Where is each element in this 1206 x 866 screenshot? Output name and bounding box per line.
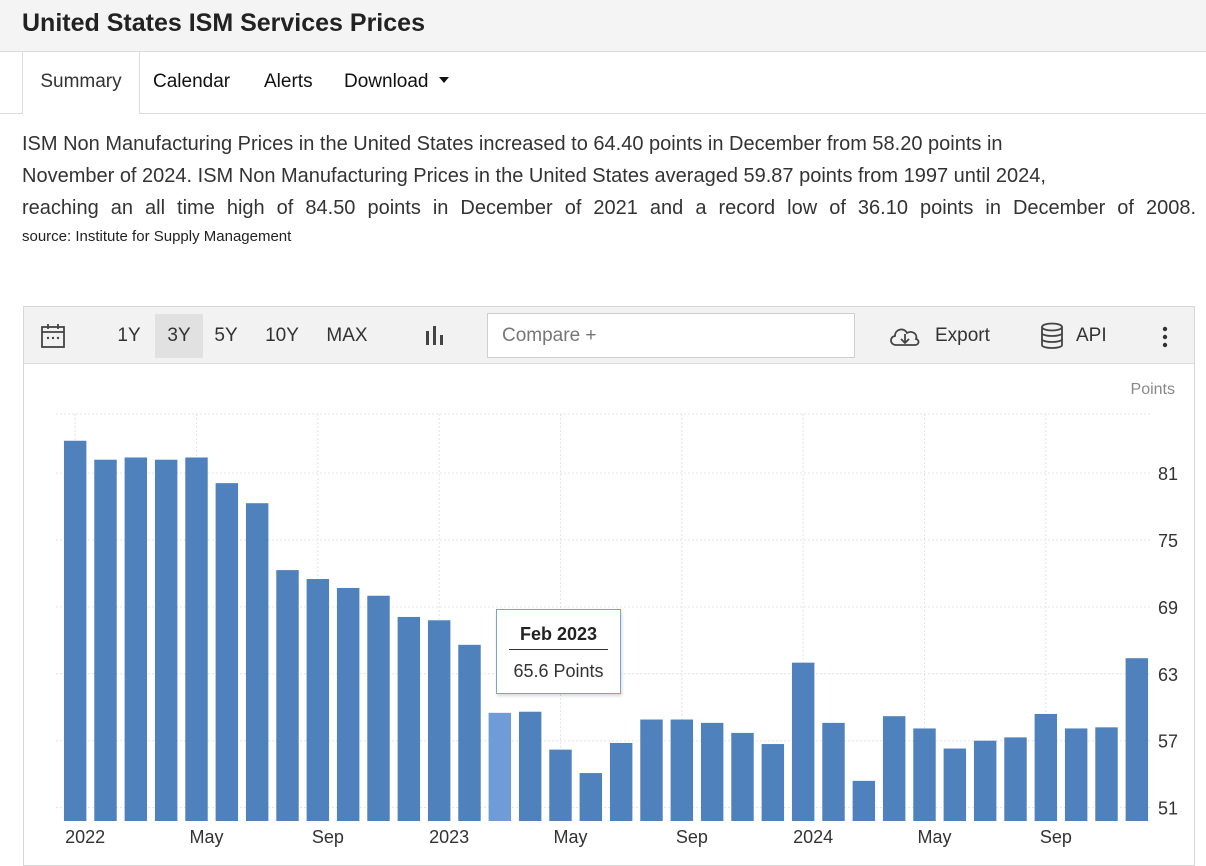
x-tick-label: Sep (312, 827, 344, 847)
range-10y-button[interactable]: 10Y (265, 325, 299, 346)
bar (670, 719, 694, 821)
bar (124, 457, 148, 821)
bar (1004, 737, 1027, 821)
bar (943, 748, 967, 821)
description-line: November of 2024. ISM Non Manufacturing … (22, 165, 1046, 187)
bar (761, 744, 785, 821)
bar (700, 722, 724, 821)
bar (822, 722, 845, 821)
bar (185, 457, 208, 821)
chart-tooltip: Feb 2023 65.6 Points (496, 609, 621, 694)
description-line: reaching an all time high of 84.50 point… (22, 197, 1196, 219)
bar (882, 716, 906, 821)
y-tick-label: 81 (1158, 464, 1178, 484)
bar (245, 503, 269, 821)
more-vertical-icon[interactable] (1160, 326, 1170, 348)
range-3y-button[interactable]: 3Y (155, 314, 203, 358)
chevron-down-icon (438, 76, 449, 83)
bar (63, 440, 87, 821)
bar (1064, 728, 1088, 821)
bar (367, 595, 390, 821)
y-tick-label: 75 (1158, 531, 1178, 551)
page-title: United States ISM Services Prices (22, 9, 425, 37)
tab-calendar-label: Calendar (153, 71, 231, 92)
description-line: ISM Non Manufacturing Prices in the Unit… (22, 133, 1003, 155)
source-note: source: Institute for Supply Management (22, 228, 292, 245)
bar-chart-icon[interactable] (423, 325, 447, 347)
bar (154, 459, 178, 821)
bar (731, 732, 754, 821)
x-tick-label: May (553, 827, 587, 847)
api-button[interactable]: API (1076, 325, 1107, 346)
y-tick-label: 63 (1158, 665, 1178, 685)
bar (1095, 727, 1118, 821)
tab-alerts[interactable]: Alerts (264, 52, 313, 113)
x-tick-label: 2024 (793, 827, 833, 847)
cloud-download-icon[interactable] (888, 323, 922, 349)
compare-input[interactable] (487, 313, 855, 358)
database-icon[interactable] (1040, 322, 1064, 350)
bar (640, 719, 663, 821)
tab-summary-label: Summary (40, 71, 122, 92)
export-button[interactable]: Export (935, 325, 990, 346)
tooltip-title: Feb 2023 (509, 624, 608, 650)
x-tick-label: May (189, 827, 223, 847)
tab-bar: Summary Calendar Alerts Download (0, 52, 1206, 114)
bar (397, 616, 421, 821)
bar (852, 780, 876, 821)
x-tick-label: Sep (1040, 827, 1072, 847)
y-unit-label: Points (1131, 381, 1175, 398)
range-5y-button[interactable]: 5Y (214, 325, 238, 346)
bar (609, 742, 633, 821)
bar (549, 749, 572, 821)
tab-summary[interactable]: Summary (22, 52, 140, 114)
bar (94, 459, 117, 821)
tab-calendar[interactable]: Calendar (153, 52, 230, 113)
tab-alerts-label: Alerts (264, 71, 313, 92)
bar (306, 579, 330, 821)
bar (913, 728, 936, 821)
tab-download-label: Download (344, 71, 429, 92)
y-tick-label: 57 (1158, 732, 1178, 752)
bar (488, 712, 512, 821)
range-max-button[interactable]: MAX (326, 325, 368, 346)
x-tick-label: May (917, 827, 951, 847)
calendar-icon[interactable] (40, 323, 66, 349)
x-tick-label: 2023 (429, 827, 469, 847)
range-1y-button[interactable]: 1Y (117, 325, 141, 346)
y-tick-label: 69 (1158, 598, 1178, 618)
bar (458, 644, 481, 821)
bar (427, 620, 451, 821)
bar (336, 587, 360, 821)
summary-description: ISM Non Manufacturing Prices in the Unit… (22, 128, 1196, 224)
bar (1125, 658, 1149, 821)
chart-toolbar: 1Y 3Y 5Y 10Y MAX Export API (24, 307, 1194, 364)
tooltip-value: 65.6 Points (513, 661, 604, 681)
bar (518, 711, 542, 821)
bar (973, 740, 997, 821)
x-tick-label: 2022 (65, 827, 105, 847)
tab-download[interactable]: Download (344, 52, 449, 113)
bar (579, 773, 603, 821)
bar (215, 483, 239, 821)
bar (791, 662, 815, 821)
bar (276, 570, 299, 821)
x-tick-label: Sep (676, 827, 708, 847)
y-tick-label: 51 (1158, 799, 1178, 819)
title-bar: United States ISM Services Prices (0, 0, 1206, 52)
bar (1034, 713, 1058, 821)
